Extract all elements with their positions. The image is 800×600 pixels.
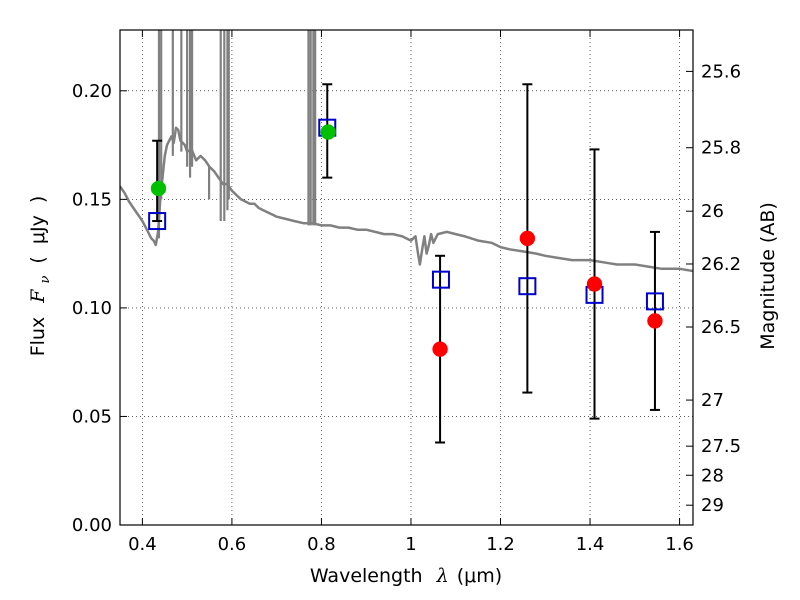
y2-tick-label-4: 26.5 [701, 317, 741, 338]
y-axis-label-open-paren: ( [27, 256, 49, 263]
y2-axis-ticks: 25.6 25.8 26 26.2 26.5 27 27.5 28 29 [686, 61, 741, 516]
x-axis-ticks: 0.4 0.6 0.8 1 1.2 1.4 1.6 [128, 30, 694, 555]
y2-axis-label: Magnitude (AB) [757, 202, 779, 350]
model-marker-0 [148, 212, 167, 231]
observed-markers [150, 124, 663, 357]
x-axis-label-text: Wavelength [310, 565, 423, 587]
observed-marker-1 [320, 124, 336, 140]
grid [120, 30, 693, 526]
y-tick-label-4: 0.20 [72, 81, 112, 102]
y2-tick-label-0: 25.6 [701, 61, 741, 82]
y-axis-label-text: Flux [27, 317, 49, 357]
x-tick-label-3: 1 [405, 534, 416, 555]
y-tick-label-1: 0.05 [72, 406, 112, 427]
y2-tick-label-2: 26 [701, 201, 724, 222]
x-axis-label: Wavelength λ (μm) [310, 565, 502, 587]
y2-tick-label-6: 27.5 [701, 436, 741, 457]
y-axis-label-symbol: F [27, 289, 49, 304]
x-axis-label-symbol: λ [436, 565, 449, 587]
y2-tick-label-7: 28 [701, 465, 724, 486]
y2-tick-label-1: 25.8 [701, 138, 741, 159]
x-tick-label-0: 0.4 [128, 534, 157, 555]
y-axis-ticks: 0.00 0.05 0.10 0.15 0.20 [72, 81, 127, 536]
observed-marker-0 [150, 180, 167, 197]
y2-tick-label-3: 26.2 [701, 254, 741, 275]
model-marker-5 [645, 292, 664, 311]
observed-marker-5 [647, 313, 663, 329]
x-tick-label-5: 1.4 [576, 534, 605, 555]
observed-marker-2 [432, 341, 448, 357]
observed-marker-3 [519, 230, 536, 247]
model-marker-2 [431, 270, 450, 289]
y-axis-label-subscript: ν [38, 276, 53, 284]
sed-continuum [120, 126, 693, 273]
x-axis-label-unit: (μm) [457, 565, 502, 587]
x-tick-label-4: 1.2 [486, 534, 515, 555]
x-tick-label-1: 0.6 [218, 534, 247, 555]
y-tick-label-2: 0.10 [72, 298, 112, 319]
x-tick-label-2: 0.8 [307, 534, 336, 555]
x-tick-label-6: 1.6 [665, 534, 694, 555]
plot-frame [119, 29, 694, 526]
y-axis-label-unit: μJy [27, 215, 49, 244]
sed-model-curve [120, 30, 693, 273]
model-marker-3 [518, 277, 537, 296]
y-tick-label-0: 0.00 [72, 515, 112, 536]
y-axis-label: Flux F ν ( μJy ) [27, 196, 54, 357]
y-tick-label-3: 0.15 [72, 189, 112, 210]
observed-marker-4 [586, 276, 603, 292]
y2-tick-label-8: 29 [701, 495, 724, 516]
y2-tick-label-5: 27 [701, 390, 724, 411]
y-axis-label-close-paren: ) [27, 196, 49, 203]
